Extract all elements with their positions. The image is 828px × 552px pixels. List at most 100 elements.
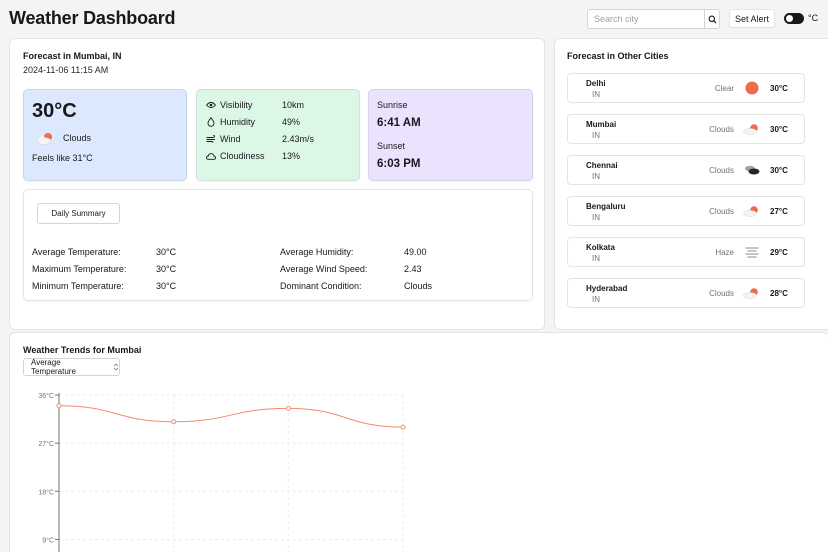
y-tick-label: 36°C	[38, 392, 54, 400]
stat-label: Humidity	[220, 117, 256, 127]
sunset-time: 6:03 PM	[377, 158, 421, 170]
stat-label: Visibility	[220, 100, 253, 110]
daily-summary-box: Daily Summary Average Temperature: 30°C …	[23, 189, 533, 301]
forecast-datetime: 2024-11-06 11:15 AM	[23, 65, 109, 75]
stat-value: 10km	[282, 100, 305, 110]
search-bar	[587, 9, 720, 29]
cloud-icon	[206, 151, 216, 161]
city-condition: Haze	[715, 248, 734, 257]
chevron-up-down-icon	[113, 363, 119, 371]
search-button[interactable]	[704, 9, 720, 29]
location-title: Forecast in Mumbai, IN	[23, 51, 122, 61]
city-temp: 30°C	[770, 125, 788, 134]
city-temp: 27°C	[770, 207, 788, 216]
stat-value: 13%	[282, 151, 301, 161]
city-row-hyderabad[interactable]: Hyderabad IN Clouds 28°C	[567, 278, 805, 308]
condition-text: Clouds	[63, 133, 92, 143]
city-temp: 29°C	[770, 248, 788, 257]
summary-value: 49.00	[404, 247, 427, 257]
city-country: IN	[592, 172, 600, 181]
summary-label: Average Temperature:	[32, 247, 121, 257]
sun-cloud-icon	[743, 285, 761, 301]
current-temperature: 30°C	[32, 100, 77, 122]
stat-value: 49%	[282, 117, 301, 127]
current-forecast-card: Forecast in Mumbai, IN 2024-11-06 11:15 …	[9, 38, 545, 330]
search-input[interactable]	[587, 9, 704, 29]
city-row-chennai[interactable]: Chennai IN Clouds 30°C	[567, 155, 805, 185]
app-title: Weather Dashboard	[9, 7, 176, 28]
summary-value: 2.43	[404, 264, 422, 274]
unit-toggle[interactable]	[784, 13, 804, 24]
stats-panel: Visibility 10km Humidity 49% Wind 2.43m/…	[196, 89, 360, 181]
condition-row: Clouds	[36, 131, 91, 145]
summary-label: Dominant Condition:	[280, 281, 362, 291]
city-temp: 30°C	[770, 166, 788, 175]
city-condition: Clouds	[709, 125, 734, 134]
trends-title: Weather Trends for Mumbai	[23, 345, 142, 355]
summary-value: 30°C	[156, 247, 177, 257]
city-temp: 30°C	[770, 84, 788, 93]
stat-label: Wind	[220, 134, 241, 144]
stat-cloudiness: Cloudiness 13%	[206, 151, 300, 161]
wind-icon	[206, 134, 216, 144]
stat-value: 2.43m/s	[282, 134, 315, 144]
city-row-bengaluru[interactable]: Bengaluru IN Clouds 27°C	[567, 196, 805, 226]
data-point	[171, 419, 177, 425]
y-tick-label: 27°C	[38, 440, 54, 448]
city-row-delhi[interactable]: Delhi IN Clear 30°C	[567, 73, 805, 103]
stat-label: Cloudiness	[220, 151, 265, 161]
stat-humidity: Humidity 49%	[206, 117, 300, 127]
summary-value: 30°C	[156, 281, 177, 291]
city-name: Hyderabad	[586, 284, 628, 293]
feels-like: Feels like 31°C	[32, 153, 93, 163]
set-alert-button[interactable]: Set Alert	[729, 9, 775, 28]
city-row-mumbai[interactable]: Mumbai IN Clouds 30°C	[567, 114, 805, 144]
city-temp: 28°C	[770, 289, 788, 298]
city-condition: Clear	[714, 84, 734, 93]
sunrise-time: 6:41 AM	[377, 117, 421, 129]
city-name: Chennai	[586, 161, 618, 170]
other-cities-card: Forecast in Other Cities Delhi IN Clear …	[554, 38, 828, 330]
unit-label: °C	[808, 13, 819, 23]
sun-icon	[743, 80, 761, 96]
haze-icon	[743, 244, 761, 260]
temperature-panel: 30°C Clouds Feels like 31°C	[23, 89, 187, 181]
sunset-label: Sunset	[377, 141, 406, 151]
sunrise-label: Sunrise	[377, 100, 408, 110]
data-point	[400, 424, 406, 430]
city-country: IN	[592, 90, 600, 99]
city-condition: Clouds	[709, 166, 734, 175]
weather-trends-card: Weather Trends for Mumbai Average Temper…	[9, 332, 828, 552]
city-name: Mumbai	[586, 120, 617, 129]
city-condition: Clouds	[709, 207, 734, 216]
city-condition: Clouds	[709, 289, 734, 298]
city-row-kolkata[interactable]: Kolkata IN Haze 29°C	[567, 237, 805, 267]
stat-visibility: Visibility 10km	[206, 100, 304, 110]
daily-summary-button[interactable]: Daily Summary	[37, 203, 120, 224]
city-name: Delhi	[586, 79, 606, 88]
sun-cloud-icon	[743, 203, 761, 219]
summary-value: Clouds	[404, 281, 433, 291]
summary-label: Average Wind Speed:	[280, 264, 368, 274]
dark-clouds-icon	[743, 162, 761, 178]
city-country: IN	[592, 295, 600, 304]
sun-cloud-icon	[743, 121, 761, 137]
city-name: Kolkata	[586, 243, 615, 252]
summary-label: Minimum Temperature:	[32, 281, 124, 291]
sun-cloud-icon	[36, 133, 52, 145]
metric-select[interactable]: Average Temperature	[23, 358, 120, 376]
summary-label: Average Humidity:	[280, 247, 354, 257]
summary-label: Maximum Temperature:	[32, 264, 127, 274]
trend-chart: 36°C 27°C 18°C 9°C	[38, 392, 406, 552]
data-point	[56, 403, 62, 409]
y-tick-label: 18°C	[38, 488, 54, 496]
city-country: IN	[592, 254, 600, 263]
sun-panel: Sunrise 6:41 AM Sunset 6:03 PM	[368, 89, 533, 181]
data-point	[285, 405, 291, 411]
droplet-icon	[206, 117, 216, 127]
search-icon	[708, 15, 716, 23]
y-tick-label: 9°C	[42, 536, 54, 544]
header: Weather Dashboard	[0, 0, 828, 36]
summary-value: 30°C	[156, 264, 177, 274]
metric-selected: Average Temperature	[31, 358, 76, 376]
